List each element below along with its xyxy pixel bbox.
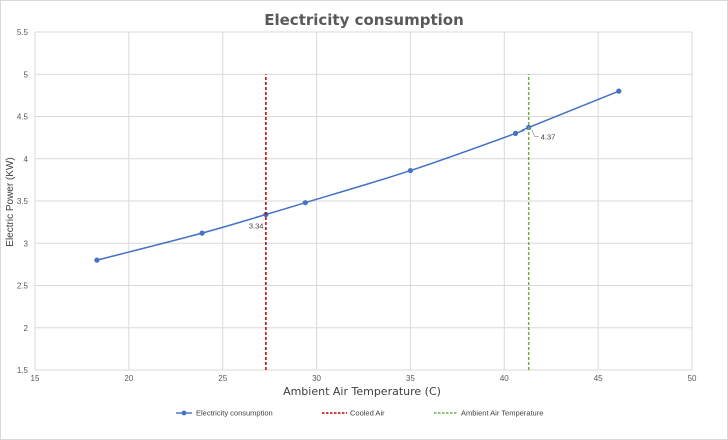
x-tick-label: 30 [312,374,321,383]
x-tick-label: 40 [500,374,509,383]
y-tick-label: 4 [24,155,29,164]
y-tick-label: 2 [24,324,29,333]
plot-series [94,74,622,370]
axes: 15 20 25 30 35 40 45 50 1.5 2 2.5 3 3.5 4 4.5 5 5.5 [17,28,697,383]
data-label: 3.34 [249,222,264,231]
legend-label: Ambient Air Temperature [461,409,543,418]
x-tick-label: 45 [594,374,603,383]
y-axis-title: Electric Power (KW) [5,157,16,246]
data-label: 4.37 [541,132,556,141]
x-tick-label: 50 [688,374,697,383]
x-tick-label: 20 [124,374,133,383]
chart-title: Electricity consumption [264,11,464,29]
y-tick-label: 1.5 [17,366,29,375]
gridlines [34,31,693,371]
legend-item: Ambient Air Temperature [434,409,543,418]
data-labels: 3.34 4.37 [249,129,556,231]
y-tick-label: 3.5 [17,197,29,206]
y-tick-label: 5 [24,70,29,79]
legend-item: Electricity consumption [176,409,273,418]
data-point-marker [302,200,308,206]
y-tick-label: 3 [24,239,29,248]
data-point-marker [199,230,205,236]
legend-marker [181,410,187,416]
x-tick-label: 15 [31,374,40,383]
x-tick-label: 35 [406,374,415,383]
y-tick-label: 2.5 [17,282,29,291]
data-point-marker [512,130,519,136]
legend-label: Electricity consumption [196,409,273,418]
legend-item: Cooled Air [322,409,385,418]
data-point-marker [407,167,414,174]
legend-label: Cooled Air [350,409,385,418]
x-tick-label: 25 [218,374,227,383]
y-tick-label: 5.5 [17,28,29,37]
data-point-marker [94,257,100,263]
legend: Electricity consumption Cooled Air Ambient… [176,409,543,418]
data-point-marker [616,88,622,94]
data-label-leader-line [531,129,539,137]
y-tick-label: 4.5 [17,113,29,122]
x-axis-title: Ambient Air Temperature (C) [283,385,441,398]
